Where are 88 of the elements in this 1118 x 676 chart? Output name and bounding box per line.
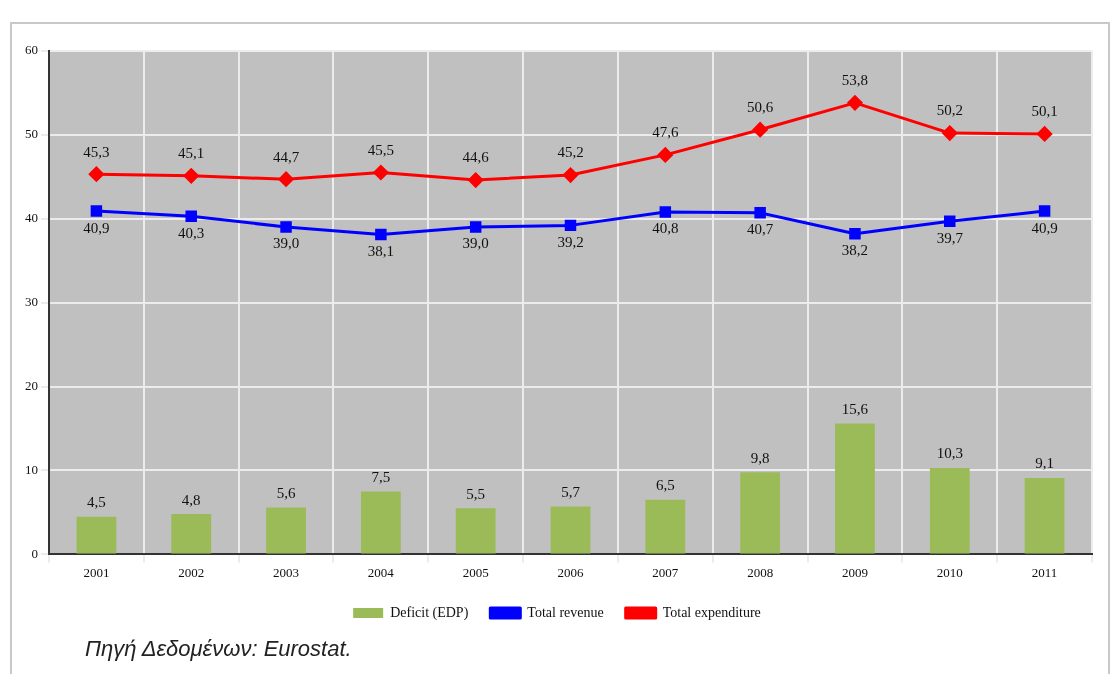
x-tick-label: 2004 bbox=[367, 564, 395, 580]
bar bbox=[360, 491, 401, 554]
x-tick-label: 2007 bbox=[652, 564, 679, 580]
data-label: 9,1 bbox=[1035, 455, 1054, 472]
data-label: 40,8 bbox=[652, 220, 679, 237]
bar bbox=[266, 507, 306, 554]
data-label: 47,6 bbox=[652, 124, 679, 141]
data-label: 5,7 bbox=[561, 484, 581, 500]
point bbox=[278, 171, 294, 187]
point bbox=[944, 215, 956, 227]
point bbox=[1038, 205, 1051, 217]
data-label: 40,9 bbox=[1031, 219, 1058, 236]
y-tick-label: 10 bbox=[25, 461, 38, 477]
point bbox=[752, 122, 768, 138]
bar bbox=[740, 472, 781, 554]
point bbox=[185, 210, 197, 222]
bar bbox=[455, 508, 496, 554]
point bbox=[849, 228, 861, 240]
point bbox=[659, 206, 672, 218]
x-tick-label: 2011 bbox=[1031, 564, 1058, 580]
data-label: 39,2 bbox=[557, 233, 584, 250]
y-tick-label: 60 bbox=[25, 42, 38, 58]
bar bbox=[171, 514, 212, 554]
x-tick-label: 2003 bbox=[273, 564, 300, 580]
y-tick-label: 40 bbox=[25, 210, 38, 226]
point bbox=[1037, 126, 1053, 142]
point bbox=[564, 219, 577, 232]
data-label: 45,3 bbox=[83, 143, 110, 160]
point bbox=[375, 228, 387, 241]
x-tick-label: 2006 bbox=[557, 564, 584, 580]
x-tick-label: 2008 bbox=[747, 564, 774, 580]
bar bbox=[645, 499, 686, 554]
data-label: 39,7 bbox=[936, 229, 964, 246]
data-label: 38,1 bbox=[367, 243, 394, 260]
data-label: 39,0 bbox=[272, 235, 300, 252]
point bbox=[373, 165, 389, 180]
point bbox=[88, 166, 104, 182]
y-tick-label: 30 bbox=[25, 294, 38, 310]
bar bbox=[550, 506, 591, 554]
point bbox=[469, 221, 482, 233]
point bbox=[90, 205, 103, 217]
data-label: 5,6 bbox=[276, 484, 296, 501]
point bbox=[657, 147, 673, 163]
data-label: 5,5 bbox=[466, 485, 486, 502]
x-tick-label: 2009 bbox=[841, 564, 868, 580]
data-label: 44,6 bbox=[462, 149, 490, 166]
data-label: 50,2 bbox=[936, 102, 963, 119]
data-label: 45,2 bbox=[557, 144, 584, 161]
data-label: 40,7 bbox=[747, 221, 774, 238]
y-tick-label: 50 bbox=[25, 126, 38, 142]
point bbox=[754, 207, 766, 219]
point bbox=[183, 168, 199, 184]
data-label: 7,5 bbox=[371, 468, 391, 485]
data-label: 53,8 bbox=[841, 72, 869, 89]
bar bbox=[835, 423, 875, 554]
data-label: 6,5 bbox=[655, 477, 675, 494]
bar bbox=[1024, 478, 1065, 554]
data-label: 10,3 bbox=[936, 445, 963, 462]
bar bbox=[76, 516, 117, 554]
point bbox=[942, 125, 958, 141]
legend-label: Total revenue bbox=[527, 604, 604, 620]
legend-label: Total expenditure bbox=[662, 604, 761, 620]
data-label: 40,3 bbox=[178, 224, 205, 241]
data-label: 9,8 bbox=[750, 449, 770, 466]
point bbox=[563, 167, 578, 183]
point bbox=[280, 221, 292, 233]
point bbox=[847, 95, 863, 111]
data-label: 39,0 bbox=[462, 235, 489, 252]
text: Πηγή Δεδομένων: Eurostat. bbox=[85, 636, 352, 662]
data-label: 4,8 bbox=[181, 491, 201, 508]
data-label: 4,5 bbox=[87, 494, 106, 511]
data-label: 15,6 bbox=[841, 400, 869, 417]
x-tick-label: 2010 bbox=[936, 564, 963, 580]
data-label: 50,6 bbox=[747, 99, 774, 116]
x-tick-label: 2001 bbox=[83, 564, 110, 580]
y-tick-label: 20 bbox=[25, 377, 38, 393]
x-tick-label: 2005 bbox=[462, 564, 489, 580]
data-label: 45,1 bbox=[178, 145, 205, 162]
data-label: 45,5 bbox=[367, 141, 394, 158]
data-label: 50,1 bbox=[1031, 103, 1058, 120]
data-label: 44,7 bbox=[272, 148, 300, 165]
x-tick-label: 2002 bbox=[178, 564, 205, 580]
data-label: 38,2 bbox=[841, 242, 869, 259]
point bbox=[468, 172, 484, 188]
bar bbox=[929, 467, 970, 554]
data-label: 40,9 bbox=[83, 219, 110, 236]
legend-label: Deficit (EDP) bbox=[390, 604, 469, 621]
y-tick-label: 0 bbox=[31, 545, 38, 561]
